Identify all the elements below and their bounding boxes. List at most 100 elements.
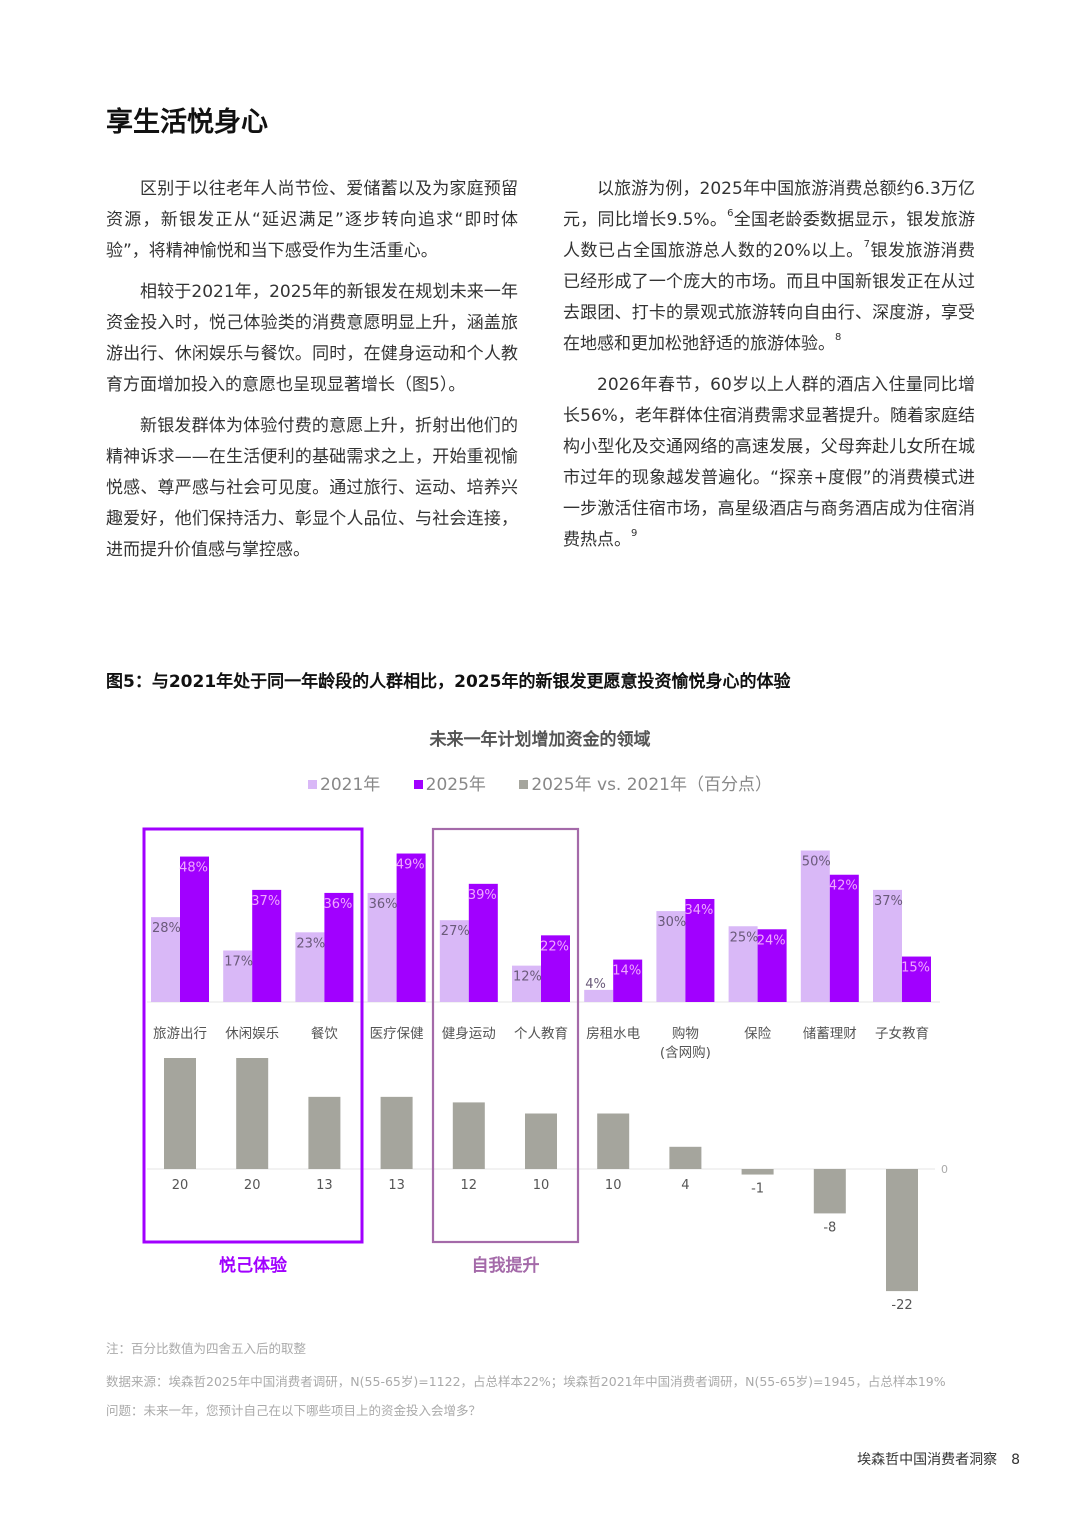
value-label-2025: 34%	[684, 903, 713, 918]
bar-2021	[439, 920, 469, 1002]
bar-2025	[902, 956, 931, 1002]
diff-label: 10	[533, 1178, 550, 1193]
value-label-2021: 27%	[441, 924, 470, 939]
legend-swatch	[413, 780, 423, 789]
value-label-2021: 37%	[874, 894, 903, 909]
category-label: 健身运动	[442, 1026, 496, 1042]
legend-item-2025: 2025年	[413, 775, 486, 795]
bar-2025	[468, 883, 498, 1002]
legend-label: 2025年 vs. 2021年（百分点）	[531, 775, 772, 795]
footnote-ref[interactable]: 9	[631, 528, 638, 539]
group-box	[431, 827, 580, 1244]
left-column: 区别于以往老年人尚节俭、爱储蓄以及为家庭预留资源，新银发正从“延迟满足”逐步转向…	[106, 174, 518, 576]
value-label-2025: 14%	[612, 964, 641, 979]
bar-2021	[512, 965, 541, 1002]
chart-note: 注：百分比数值为四舍五入后的取整	[106, 1341, 307, 1356]
bar-2025	[685, 898, 715, 1002]
bar-diff	[525, 1113, 557, 1169]
value-label-2021: 25%	[730, 930, 759, 945]
value-label-2025: 37%	[251, 894, 280, 909]
legend-swatch	[519, 780, 529, 789]
value-label-2021: 23%	[296, 936, 325, 951]
bar-diff	[597, 1113, 630, 1169]
group-label: 自我提升	[472, 1255, 540, 1276]
data-source: 数据来源：埃森哲2025年中国消费者调研，N(55-65岁)=1122，占总样本…	[106, 1374, 946, 1389]
chart-title: 未来一年计划增加资金的领域	[429, 730, 651, 750]
bar-2021	[295, 932, 325, 1002]
footnote-ref[interactable]: 6	[727, 208, 734, 219]
category-label: 保险	[744, 1026, 772, 1042]
bar-diff	[380, 1096, 413, 1169]
paragraph: 区别于以往老年人尚节俭、爱储蓄以及为家庭预留资源，新银发正从“延迟满足”逐步转向…	[106, 179, 518, 261]
bar-2025	[613, 959, 643, 1002]
group-label: 悦己体验	[219, 1255, 288, 1276]
diff-label: -22	[891, 1298, 912, 1313]
text: 2026年春节，60岁以上人群的酒店入住量同比增长56%，老年群体住宿消费需求显…	[563, 375, 975, 550]
bar-2021	[656, 911, 686, 1002]
value-label-2021: 17%	[224, 954, 253, 969]
bar-2021	[367, 892, 397, 1002]
category-label: 休闲娱乐	[225, 1026, 279, 1042]
bar-2021	[728, 926, 758, 1002]
legend-item-diff: 2025年 vs. 2021年（百分点）	[519, 775, 772, 795]
value-label-2025: 49%	[396, 858, 425, 873]
legend-swatch	[308, 780, 317, 789]
category-label: (含网购)	[660, 1045, 711, 1061]
bar-2021	[584, 989, 614, 1002]
bar-2025	[252, 889, 282, 1002]
bar-2025	[396, 853, 426, 1002]
diff-label: 4	[681, 1178, 689, 1193]
footnote-ref[interactable]: 7	[863, 239, 871, 250]
category-label: 房租水电	[586, 1026, 640, 1042]
right-column: 以旅游为例，2025年中国旅游消费总额约6.3万亿元，同比增长9.5%。6全国老…	[563, 174, 975, 566]
legend-label: 2025年	[425, 775, 486, 795]
diff-label: -1	[751, 1182, 764, 1197]
bar-diff	[741, 1169, 774, 1175]
value-label-2025: 24%	[757, 933, 786, 948]
bar-diff	[236, 1058, 269, 1169]
bar-diff	[452, 1102, 485, 1169]
value-label-2025: 22%	[540, 939, 569, 954]
category-label: 旅游出行	[153, 1026, 207, 1042]
text: 以旅游为例，2025年中国旅游消费总额约6.3万亿元，同比增长9.5%。	[563, 179, 975, 230]
diff-label: -8	[823, 1220, 836, 1235]
value-label-2021: 50%	[802, 855, 831, 870]
diff-label: 13	[316, 1178, 333, 1193]
value-label-2025: 42%	[829, 879, 858, 894]
text: 银发旅游消费已经形成了一个庞大的市场。而且中国新银发正在从过去跟团、打卡的景观式…	[563, 241, 975, 354]
legend-label: 2021年	[320, 775, 381, 795]
category-label: 餐饮	[311, 1026, 338, 1042]
bar-2021	[800, 850, 830, 1002]
category-label: 储蓄理财	[803, 1026, 857, 1042]
value-label-2021: 28%	[152, 921, 181, 936]
bar-diff	[669, 1146, 702, 1169]
paragraph: 2026年春节，60岁以上人群的酒店入住量同比增长56%，老年群体住宿消费需求显…	[563, 370, 975, 556]
bar-diff	[813, 1169, 846, 1214]
bar-diff	[164, 1058, 196, 1169]
value-label-2025: 48%	[179, 861, 208, 876]
page-number: 8	[1011, 1452, 1020, 1468]
bar-diff	[308, 1096, 341, 1169]
bar-2021	[873, 889, 902, 1002]
bar-2025	[829, 874, 859, 1002]
footnote-ref[interactable]: 8	[835, 332, 842, 343]
bar-diff	[886, 1169, 918, 1292]
figure-title: 图5：与2021年处于同一年龄段的人群相比，2025年的新银发更愿意投资愉悦身心…	[106, 672, 791, 692]
publication-name: 埃森哲中国消费者洞察	[857, 1452, 998, 1468]
legend-item-2021: 2021年	[308, 775, 380, 795]
category-label: 个人教育	[514, 1026, 568, 1042]
value-label-2021: 36%	[369, 897, 398, 912]
value-label-2021: 4%	[585, 977, 606, 992]
bar-2025	[541, 935, 570, 1002]
value-label-2025: 39%	[468, 888, 497, 903]
value-label-2025: 36%	[323, 897, 352, 912]
zero-label: 0	[941, 1163, 948, 1176]
page-footer: 埃森哲中国消费者洞察 8	[843, 1449, 1020, 1469]
text: 全国老龄委数据显示，银发旅游人数已占全国旅游总人数的20%以上。	[563, 210, 975, 261]
bar-2025	[757, 929, 787, 1002]
paragraph: 以旅游为例，2025年中国旅游消费总额约6.3万亿元，同比增长9.5%。6全国老…	[563, 174, 975, 360]
chart-legend: 2021年 2025年 2025年 vs. 2021年（百分点）	[0, 770, 1080, 795]
survey-question: 问题：未来一年，您预计自己在以下哪些项目上的资金投入会增多？	[106, 1403, 482, 1418]
category-label: 购物	[672, 1026, 699, 1042]
